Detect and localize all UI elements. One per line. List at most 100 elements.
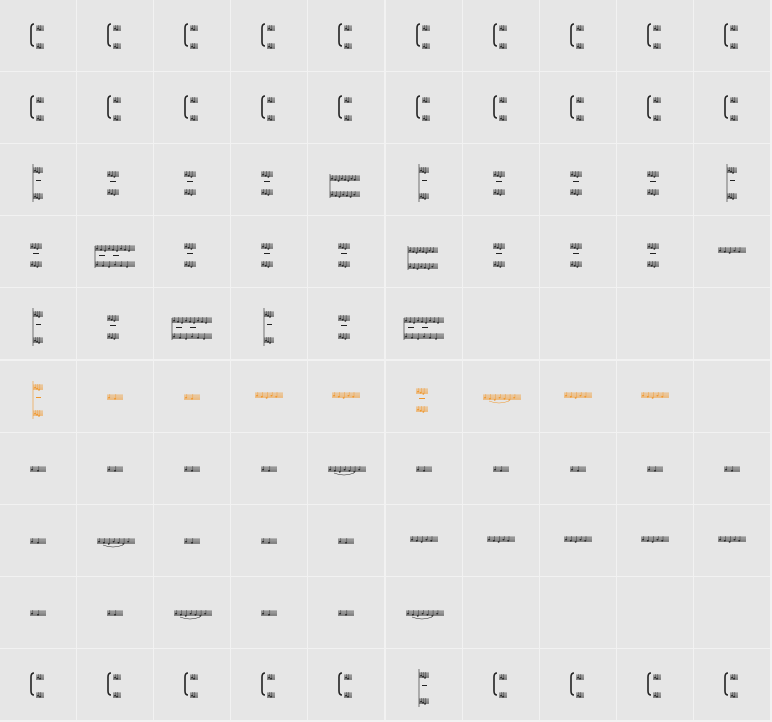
- thumbnail-cell[interactable]: [0, 648, 76, 720]
- thumbnail-cell[interactable]: [308, 360, 385, 432]
- thumbnail-cell[interactable]: [693, 144, 770, 216]
- thumbnail-cell[interactable]: [0, 432, 76, 504]
- thumbnail-cell[interactable]: [616, 0, 693, 71]
- thumbnail-cell[interactable]: [77, 144, 154, 216]
- thumbnail-cell[interactable]: [385, 576, 462, 648]
- thumbnail-cell[interactable]: [154, 0, 231, 71]
- thumbnail-cell[interactable]: [231, 648, 308, 720]
- thumbnail-cell[interactable]: [77, 576, 154, 648]
- thumbnail-cell[interactable]: [77, 288, 154, 360]
- thumbnail-cell[interactable]: [693, 432, 770, 504]
- thumbnail-cell[interactable]: [693, 0, 770, 71]
- thumbnail-cell[interactable]: [385, 72, 462, 144]
- thumbnail-cell[interactable]: [616, 360, 693, 432]
- thumbnail-cell[interactable]: [77, 360, 154, 432]
- thumbnail-cell[interactable]: [0, 72, 76, 144]
- thumbnail-cell[interactable]: [462, 72, 539, 144]
- thumbnail-cell[interactable]: [231, 576, 308, 648]
- thumbnail-cell[interactable]: [231, 72, 308, 144]
- thumbnail-cell[interactable]: [77, 504, 154, 576]
- thumbnail-cell[interactable]: [385, 216, 462, 288]
- thumbnail-cell[interactable]: [77, 648, 154, 720]
- thumbnail-cell[interactable]: [616, 648, 693, 720]
- thumbnail-cell[interactable]: [308, 648, 385, 720]
- thumbnail-cell[interactable]: [308, 432, 385, 504]
- thumbnail-cell[interactable]: [539, 72, 616, 144]
- thumbnail-cell[interactable]: [0, 216, 76, 288]
- thumbnail-cell[interactable]: [462, 360, 539, 432]
- thumbnail-cell[interactable]: [308, 504, 385, 576]
- thumbnail-cell[interactable]: [462, 432, 539, 504]
- thumbnail-cell[interactable]: [231, 360, 308, 432]
- thumbnail-cell[interactable]: [616, 72, 693, 144]
- thumbnail-cell[interactable]: [154, 504, 231, 576]
- thumbnail-cell[interactable]: [0, 144, 76, 216]
- brace-glyph: [338, 672, 353, 698]
- thumbnail-cell[interactable]: [77, 0, 154, 71]
- thumbnail-cell[interactable]: [462, 648, 539, 720]
- tall-system-glyph: [32, 380, 43, 419]
- thumbnail-cell[interactable]: [693, 648, 770, 720]
- two-staff-glyph: [261, 243, 274, 268]
- thumbnail-cell[interactable]: [539, 432, 616, 504]
- brace-glyph: [30, 95, 44, 121]
- thumbnail-cell[interactable]: [539, 216, 616, 288]
- thumbnail-cell[interactable]: [308, 0, 385, 71]
- thumbnail-cell[interactable]: [385, 648, 462, 720]
- thumbnail-cell[interactable]: [462, 144, 539, 216]
- thumbnail-cell[interactable]: [539, 504, 616, 576]
- thumbnail-cell[interactable]: [385, 0, 462, 71]
- thumbnail-cell[interactable]: [308, 576, 385, 648]
- wide-staff-glyph: [174, 609, 213, 620]
- wide-staff-glyph: [97, 537, 136, 547]
- tall-system-glyph: [32, 164, 43, 203]
- thumbnail-cell[interactable]: [154, 432, 231, 504]
- thumbnail-cell[interactable]: [154, 576, 231, 648]
- thumbnail-cell[interactable]: [385, 360, 462, 432]
- thumbnail-cell[interactable]: [462, 504, 539, 576]
- thumbnail-cell[interactable]: [693, 216, 770, 288]
- thumbnail-cell[interactable]: [0, 288, 76, 360]
- thumbnail-cell[interactable]: [693, 504, 770, 576]
- thumbnail-cell[interactable]: [308, 144, 385, 216]
- thumbnail-cell[interactable]: [308, 288, 385, 360]
- thumbnail-cell[interactable]: [231, 216, 308, 288]
- thumbnail-cell[interactable]: [0, 360, 76, 432]
- thumbnail-cell[interactable]: [154, 360, 231, 432]
- thumbnail-cell[interactable]: [462, 0, 539, 71]
- single-staff-glyph: [563, 535, 592, 543]
- brace-glyph: [724, 23, 738, 49]
- thumbnail-cell[interactable]: [462, 216, 539, 288]
- thumbnail-cell[interactable]: [539, 648, 616, 720]
- thumbnail-cell[interactable]: [231, 288, 308, 360]
- thumbnail-cell[interactable]: [0, 576, 76, 648]
- thumbnail-cell[interactable]: [0, 0, 76, 71]
- thumbnail-cell[interactable]: [231, 144, 308, 216]
- thumbnail-cell[interactable]: [385, 432, 462, 504]
- thumbnail-cell[interactable]: [385, 288, 462, 360]
- thumbnail-cell[interactable]: [154, 648, 231, 720]
- thumbnail-cell[interactable]: [154, 216, 231, 288]
- thumbnail-cell[interactable]: [77, 72, 154, 144]
- thumbnail-cell[interactable]: [154, 288, 231, 360]
- thumbnail-cell[interactable]: [616, 504, 693, 576]
- thumbnail-cell[interactable]: [308, 216, 385, 288]
- thumbnail-cell[interactable]: [616, 144, 693, 216]
- thumbnail-cell[interactable]: [385, 504, 462, 576]
- thumbnail-cell[interactable]: [231, 0, 308, 71]
- thumbnail-cell[interactable]: [539, 360, 616, 432]
- thumbnail-cell[interactable]: [0, 504, 76, 576]
- thumbnail-cell[interactable]: [693, 72, 770, 144]
- thumbnail-cell[interactable]: [154, 144, 231, 216]
- thumbnail-cell[interactable]: [77, 216, 154, 288]
- thumbnail-cell[interactable]: [616, 432, 693, 504]
- thumbnail-cell[interactable]: [154, 72, 231, 144]
- thumbnail-cell[interactable]: [385, 144, 462, 216]
- thumbnail-cell[interactable]: [616, 216, 693, 288]
- thumbnail-cell[interactable]: [539, 0, 616, 71]
- thumbnail-cell[interactable]: [308, 72, 385, 144]
- thumbnail-cell[interactable]: [77, 432, 154, 504]
- thumbnail-cell[interactable]: [231, 504, 308, 576]
- thumbnail-cell[interactable]: [231, 432, 308, 504]
- thumbnail-cell[interactable]: [539, 144, 616, 216]
